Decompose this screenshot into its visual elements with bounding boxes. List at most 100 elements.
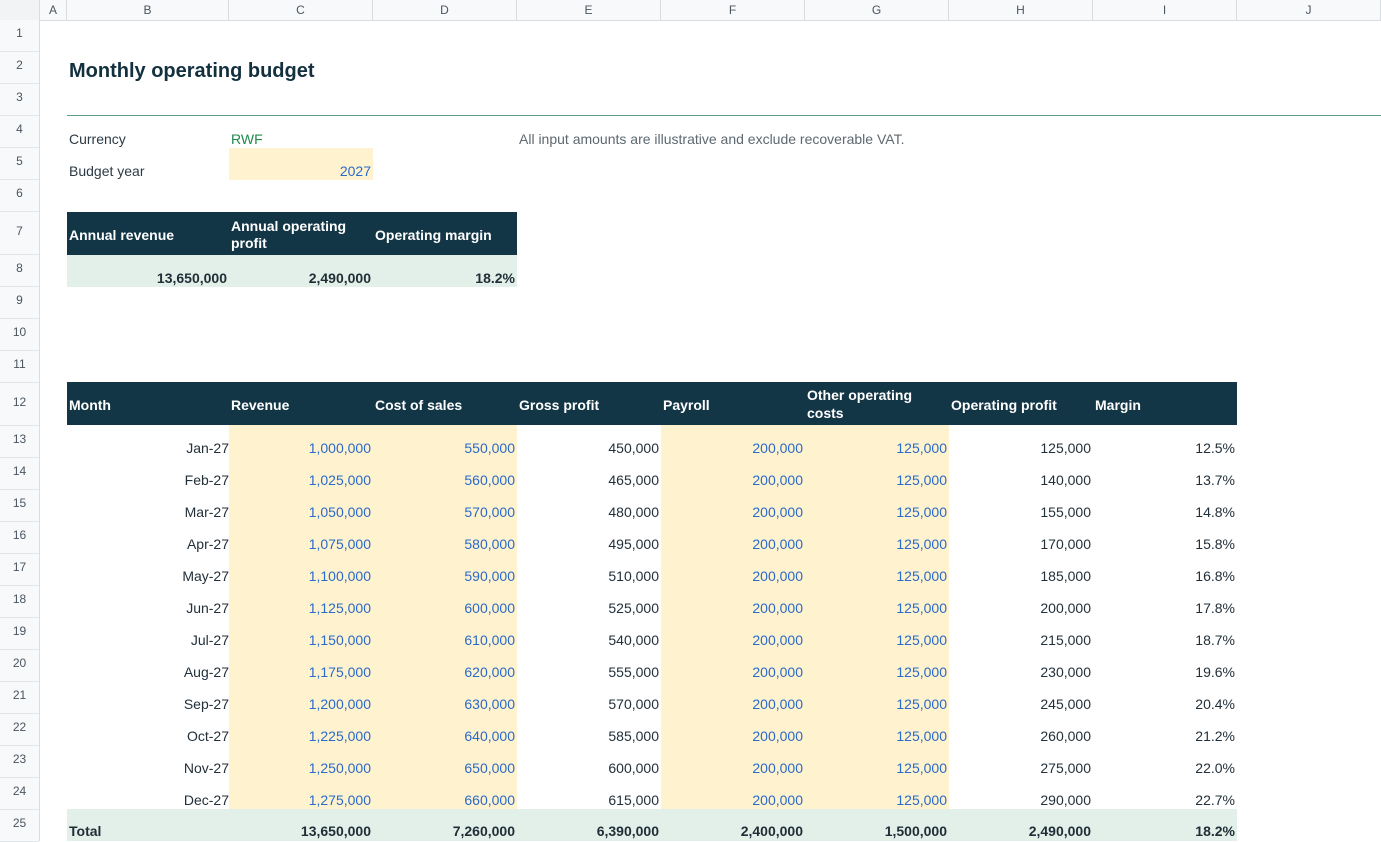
cell-payroll[interactable]: 200,000 <box>752 728 803 744</box>
cell-other-operating-costs[interactable]: 125,000 <box>896 440 947 456</box>
row-header-3[interactable]: 3 <box>0 84 39 116</box>
cell-operating-profit[interactable]: 230,000 <box>1040 664 1091 680</box>
total-cost-of-sales[interactable]: 7,260,000 <box>452 823 515 839</box>
cell-month[interactable]: Apr-27 <box>186 536 229 552</box>
total-payroll[interactable]: 2,400,000 <box>740 823 803 839</box>
cell-month[interactable]: Jul-27 <box>190 632 229 648</box>
column-header-a[interactable]: A <box>40 0 67 20</box>
row-header-5[interactable]: 5 <box>0 148 39 180</box>
cell-revenue[interactable]: 1,125,000 <box>308 600 371 616</box>
cell-payroll[interactable]: 200,000 <box>752 568 803 584</box>
cell-cost-of-sales[interactable]: 660,000 <box>464 792 515 808</box>
cell-payroll[interactable]: 200,000 <box>752 504 803 520</box>
row-header-13[interactable]: 13 <box>0 426 39 458</box>
cell-operating-profit[interactable]: 215,000 <box>1040 632 1091 648</box>
row-header-25[interactable]: 25 <box>0 810 39 842</box>
cell-month[interactable]: Dec-27 <box>183 792 229 808</box>
cell-gross-profit[interactable]: 450,000 <box>608 440 659 456</box>
cell-revenue[interactable]: 1,075,000 <box>308 536 371 552</box>
cell-operating-profit[interactable]: 275,000 <box>1040 760 1091 776</box>
row-header-12[interactable]: 12 <box>0 383 39 426</box>
cell-operating-profit[interactable]: 245,000 <box>1040 696 1091 712</box>
cell-operating-profit[interactable]: 200,000 <box>1040 600 1091 616</box>
cell-operating-profit[interactable]: 290,000 <box>1040 792 1091 808</box>
kpi-annual-operating-profit[interactable]: 2,490,000 <box>308 270 371 286</box>
cell-payroll[interactable]: 200,000 <box>752 664 803 680</box>
cell-payroll[interactable]: 200,000 <box>752 536 803 552</box>
row-header-4[interactable]: 4 <box>0 116 39 148</box>
cell-margin[interactable]: 15.8% <box>1195 536 1235 552</box>
cell-revenue[interactable]: 1,050,000 <box>308 504 371 520</box>
cell-payroll[interactable]: 200,000 <box>752 440 803 456</box>
currency-value[interactable]: RWF <box>231 131 263 147</box>
column-header-g[interactable]: G <box>805 0 949 20</box>
cell-operating-profit[interactable]: 260,000 <box>1040 728 1091 744</box>
budget-year-input[interactable]: 2027 <box>229 148 373 180</box>
total-other-operating-costs[interactable]: 1,500,000 <box>884 823 947 839</box>
row-header-22[interactable]: 22 <box>0 714 39 746</box>
cell-month[interactable]: Sep-27 <box>183 696 229 712</box>
cell-other-operating-costs[interactable]: 125,000 <box>896 536 947 552</box>
cell-gross-profit[interactable]: 510,000 <box>608 568 659 584</box>
cell-operating-profit[interactable]: 170,000 <box>1040 536 1091 552</box>
total-gross-profit[interactable]: 6,390,000 <box>596 823 659 839</box>
cell-gross-profit[interactable]: 465,000 <box>608 472 659 488</box>
cell-month[interactable]: Jan-27 <box>186 440 229 456</box>
kpi-operating-margin[interactable]: 18.2% <box>475 270 515 286</box>
cell-revenue[interactable]: 1,100,000 <box>308 568 371 584</box>
total-revenue[interactable]: 13,650,000 <box>300 823 371 839</box>
row-header-7[interactable]: 7 <box>0 212 39 255</box>
cell-payroll[interactable]: 200,000 <box>752 600 803 616</box>
cell-revenue[interactable]: 1,150,000 <box>308 632 371 648</box>
cell-gross-profit[interactable]: 555,000 <box>608 664 659 680</box>
row-header-11[interactable]: 11 <box>0 351 39 383</box>
select-all-corner[interactable] <box>0 0 40 20</box>
cell-margin[interactable]: 22.7% <box>1195 792 1235 808</box>
row-header-20[interactable]: 20 <box>0 650 39 682</box>
cell-month[interactable]: Jun-27 <box>186 600 229 616</box>
total-margin[interactable]: 18.2% <box>1195 823 1235 839</box>
cell-cost-of-sales[interactable]: 610,000 <box>464 632 515 648</box>
cell-cost-of-sales[interactable]: 580,000 <box>464 536 515 552</box>
row-header-6[interactable]: 6 <box>0 180 39 212</box>
cell-month[interactable]: Mar-27 <box>184 504 229 520</box>
cell-payroll[interactable]: 200,000 <box>752 632 803 648</box>
column-header-h[interactable]: H <box>949 0 1093 20</box>
cell-other-operating-costs[interactable]: 125,000 <box>896 568 947 584</box>
cell-revenue[interactable]: 1,200,000 <box>308 696 371 712</box>
total-operating-profit[interactable]: 2,490,000 <box>1028 823 1091 839</box>
kpi-annual-revenue[interactable]: 13,650,000 <box>156 270 227 286</box>
row-header-21[interactable]: 21 <box>0 682 39 714</box>
cell-other-operating-costs[interactable]: 125,000 <box>896 792 947 808</box>
row-header-15[interactable]: 15 <box>0 490 39 522</box>
cell-cost-of-sales[interactable]: 550,000 <box>464 440 515 456</box>
row-header-10[interactable]: 10 <box>0 319 39 351</box>
row-header-23[interactable]: 23 <box>0 746 39 778</box>
cell-other-operating-costs[interactable]: 125,000 <box>896 472 947 488</box>
cell-margin[interactable]: 18.7% <box>1195 632 1235 648</box>
cell-margin[interactable]: 17.8% <box>1195 600 1235 616</box>
cell-revenue[interactable]: 1,225,000 <box>308 728 371 744</box>
cell-revenue[interactable]: 1,250,000 <box>308 760 371 776</box>
cell-payroll[interactable]: 200,000 <box>752 760 803 776</box>
cell-margin[interactable]: 16.8% <box>1195 568 1235 584</box>
cell-payroll[interactable]: 200,000 <box>752 696 803 712</box>
cell-other-operating-costs[interactable]: 125,000 <box>896 760 947 776</box>
cell-margin[interactable]: 14.8% <box>1195 504 1235 520</box>
cell-operating-profit[interactable]: 185,000 <box>1040 568 1091 584</box>
cell-cost-of-sales[interactable]: 620,000 <box>464 664 515 680</box>
column-header-b[interactable]: B <box>67 0 229 20</box>
cell-month[interactable]: Aug-27 <box>183 664 229 680</box>
cell-revenue[interactable]: 1,000,000 <box>308 440 371 456</box>
cell-gross-profit[interactable]: 480,000 <box>608 504 659 520</box>
cell-gross-profit[interactable]: 540,000 <box>608 632 659 648</box>
cell-margin[interactable]: 20.4% <box>1195 696 1235 712</box>
column-header-e[interactable]: E <box>517 0 661 20</box>
cell-revenue[interactable]: 1,275,000 <box>308 792 371 808</box>
row-header-2[interactable]: 2 <box>0 52 39 84</box>
cell-margin[interactable]: 21.2% <box>1195 728 1235 744</box>
cell-margin[interactable]: 19.6% <box>1195 664 1235 680</box>
column-header-j[interactable]: J <box>1237 0 1381 20</box>
column-header-d[interactable]: D <box>373 0 517 20</box>
cell-operating-profit[interactable]: 155,000 <box>1040 504 1091 520</box>
